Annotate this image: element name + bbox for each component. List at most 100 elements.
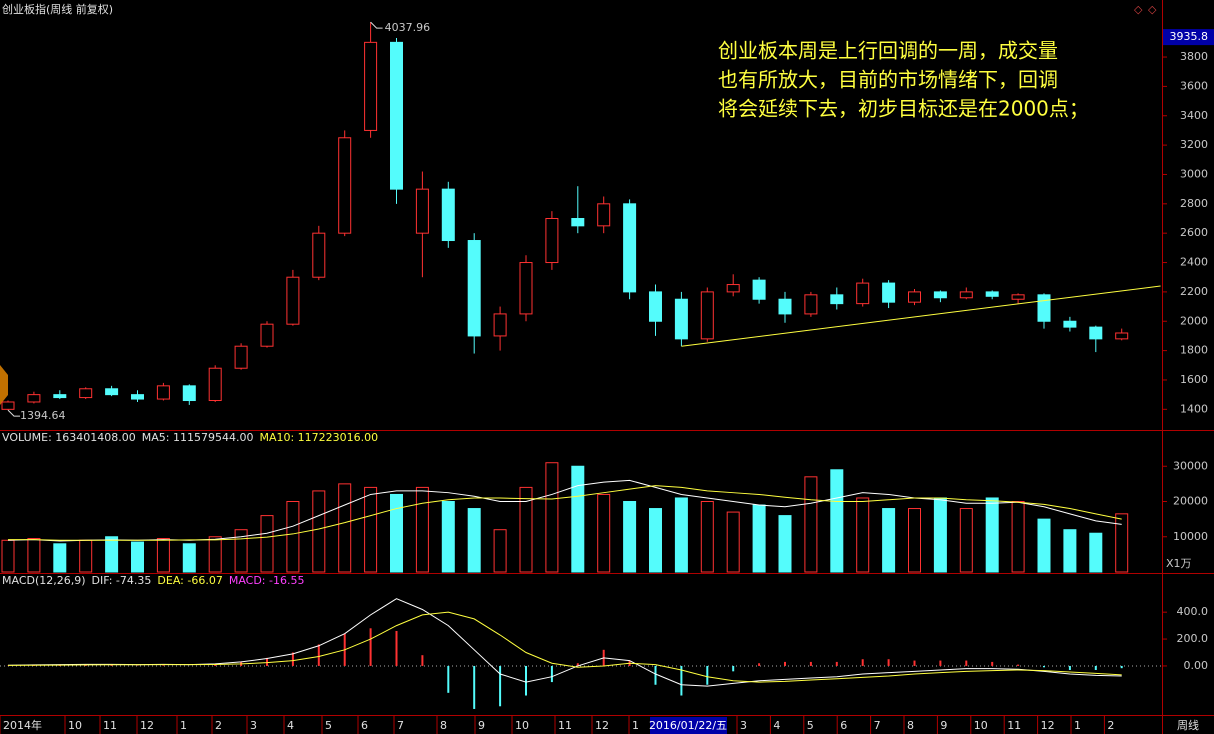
x-tick-label: 10 [974,719,988,732]
y-tick-label: 2000 [1180,314,1208,327]
y-tick-label: 3800 [1180,50,1208,63]
candle-body [1115,332,1129,340]
candle-body [79,388,93,399]
candle-body [623,203,637,293]
volume-bar [415,486,429,573]
x-tick-label: 9 [940,719,947,732]
cursor-date: 2016/01/22/五 [649,719,727,732]
candle-body [985,291,999,297]
y-tick-label: 200.0 [1177,632,1209,645]
x-tick-label: 11 [558,719,572,732]
x-tick-label: 4 [773,719,780,732]
volume-bar [674,497,688,573]
x-tick-label: 8 [440,719,447,732]
volume-bar [131,541,144,573]
y-tick-label: 1800 [1180,344,1208,357]
volume-bar [53,543,67,573]
x-tick-label: 1 [632,719,639,732]
x-tick-label: 5 [807,719,814,732]
candle-body [649,291,662,322]
x-tick-label: 12 [1041,719,1055,732]
x-tick-label: 10 [515,719,529,732]
panel-header: DEA: -66.07 [157,574,222,587]
candle-body [545,218,559,264]
low-pointer [7,409,20,417]
candle-body [1089,326,1103,340]
y-tick-label: 2200 [1180,285,1208,298]
candle-body [131,394,144,400]
y-tick-label: 2600 [1180,226,1208,239]
diamond-icon[interactable]: ◇ [1148,3,1157,16]
volume-bar [933,497,947,573]
volume-bar [208,536,222,573]
volume-bar [1011,501,1025,573]
diamond-icon[interactable]: ◇ [1134,3,1143,16]
candle-body [778,298,792,315]
peak-pointer [370,21,383,29]
panel-header: DIF: -74.35 [92,574,152,587]
x-tick-label: 5 [325,719,332,732]
x-tick-label: 12 [595,719,609,732]
x-tick-label: 10 [68,719,82,732]
annotation: 也有所放大，目前的市场情绪下，回调 [718,68,1058,92]
volume-bar [234,529,248,573]
volume-bar [752,504,766,573]
candle-body [312,232,326,278]
y-tick-label: 30000 [1173,459,1208,472]
period-label[interactable]: 周线 [1177,718,1199,732]
volume-bar [1037,518,1051,573]
volume-bar [778,515,792,573]
volume-bar [182,543,196,573]
candle-body [467,240,481,337]
y-tick-label: 1400 [1180,402,1208,415]
x-tick-label: 6 [361,719,368,732]
candle-body [804,294,818,315]
volume-bar [959,508,973,573]
candle-body [1,401,15,410]
volume-bar [571,465,585,573]
candle-body [674,298,688,340]
y-tick-label: 2400 [1180,256,1208,269]
volume-bar [338,483,352,573]
peak-label: 4037.96 [385,21,431,34]
candle-body [260,323,274,347]
x-tick-label: 2 [215,719,222,732]
panel-header: VOLUME: 163401408.00 [2,431,136,444]
candle-body [338,137,352,234]
unit-label: X1万 [1166,557,1192,570]
x-tick-label: 9 [478,719,485,732]
volume-bar [908,508,921,573]
volume-bar [830,469,844,573]
y-tick-label: 0.00 [1184,659,1209,672]
volume-bar [856,497,870,573]
x-tick-label: 7 [874,719,881,732]
candle-body [390,41,403,190]
volume-bar [519,486,533,573]
y-tick-label: 10000 [1173,530,1208,543]
volume-bar [467,508,481,573]
volume-bar [623,501,637,573]
volume-bar [312,490,326,573]
volume-bar [105,536,119,573]
x-tick-label: 3 [250,719,257,732]
candle-body [415,188,429,234]
candle-body [519,262,533,315]
volume-bar [27,538,41,573]
y-tick-label: 20000 [1173,495,1208,508]
x-tick-label: 6 [840,719,847,732]
scroll-marker [0,365,8,405]
candle-body [364,41,378,131]
candle-body [959,291,973,299]
cursor-value-box [1163,29,1214,46]
volume-ma-line [8,485,1122,541]
candle-body [493,313,507,337]
y-tick-label: 3200 [1180,138,1208,151]
chart-title: 创业板指(周线 前复权) [2,2,113,16]
volume-bar [804,476,818,573]
volume-bar [441,501,455,573]
candle-body [571,218,585,227]
y-tick-label: 3600 [1180,79,1208,92]
